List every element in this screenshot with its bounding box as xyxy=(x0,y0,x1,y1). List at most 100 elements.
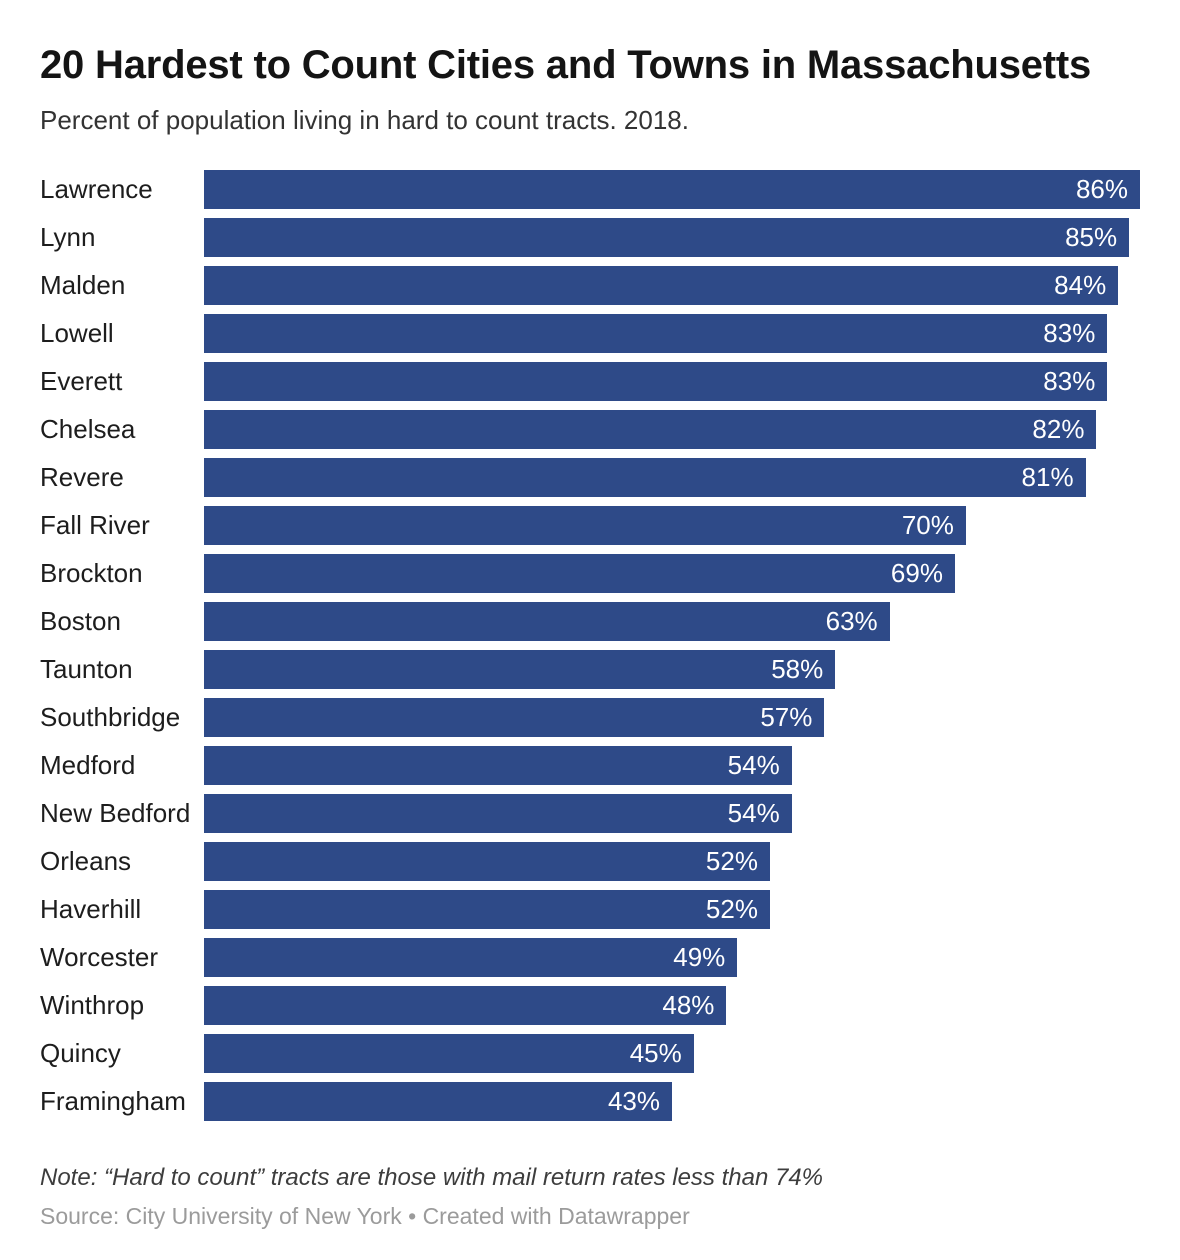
bar: 45% xyxy=(204,1033,694,1073)
bar-track: 48% xyxy=(204,985,1140,1025)
bar-track: 63% xyxy=(204,601,1140,641)
bar-track: 83% xyxy=(204,313,1140,353)
bar-chart: Lawrence 86% Lynn 85% Malden 84% Lowell 83% Ever… xyxy=(40,165,1140,1125)
category-label: Revere xyxy=(40,461,124,492)
chart-row: Chelsea 82% xyxy=(40,405,1140,453)
chart-row: Southbridge 57% xyxy=(40,693,1140,741)
chart-row: Revere 81% xyxy=(40,453,1140,501)
value-label: 49% xyxy=(673,942,726,973)
bar-track: 49% xyxy=(204,937,1140,977)
bar: 84% xyxy=(204,265,1119,305)
chart-note: Note: “Hard to count” tracts are those w… xyxy=(40,1164,824,1192)
bar-track: 52% xyxy=(204,841,1140,881)
bar-track: 70% xyxy=(204,505,1140,545)
category-label: Lynn xyxy=(40,221,96,252)
chart-row: Framingham 43% xyxy=(40,1077,1140,1125)
bar: 83% xyxy=(204,361,1108,401)
value-label: 81% xyxy=(1021,462,1074,493)
category-label: Medford xyxy=(40,749,136,780)
page-title: 20 Hardest to Count Cities and Towns in … xyxy=(40,43,1092,87)
bar: 63% xyxy=(204,601,890,641)
category-label: Fall River xyxy=(40,509,150,540)
chart-row: Winthrop 48% xyxy=(40,981,1140,1029)
chart-row: Orleans 52% xyxy=(40,837,1140,885)
chart-footer: Note: “Hard to count” tracts are those w… xyxy=(40,1162,1140,1232)
bar: 43% xyxy=(204,1081,672,1121)
bar-track: 57% xyxy=(204,697,1140,737)
bar: 57% xyxy=(204,697,825,737)
category-label: Lawrence xyxy=(40,173,153,204)
bar-track: 58% xyxy=(204,649,1140,689)
chart-row: New Bedford 54% xyxy=(40,789,1140,837)
bar: 49% xyxy=(204,937,738,977)
category-label: Taunton xyxy=(40,653,133,684)
category-label: Everett xyxy=(40,365,123,396)
bar: 54% xyxy=(204,745,792,785)
category-label: Quincy xyxy=(40,1037,121,1068)
bar-track: 54% xyxy=(204,745,1140,785)
value-label: 70% xyxy=(901,510,954,541)
category-label: Orleans xyxy=(40,845,132,876)
chart-row: Lawrence 86% xyxy=(40,165,1140,213)
bar: 82% xyxy=(204,409,1097,449)
value-label: 52% xyxy=(705,894,758,925)
bar: 70% xyxy=(204,505,966,545)
value-label: 52% xyxy=(705,846,758,877)
category-label: Malden xyxy=(40,269,126,300)
bar: 85% xyxy=(204,217,1130,257)
value-label: 86% xyxy=(1075,174,1128,205)
value-label: 82% xyxy=(1032,414,1085,445)
chart-row: Boston 63% xyxy=(40,597,1140,645)
category-label: New Bedford xyxy=(40,797,191,828)
value-label: 57% xyxy=(760,702,813,733)
bar: 86% xyxy=(204,169,1140,209)
bar: 69% xyxy=(204,553,955,593)
category-label: Brockton xyxy=(40,557,143,588)
bar-track: 83% xyxy=(204,361,1140,401)
category-label: Boston xyxy=(40,605,121,636)
bar-track: 84% xyxy=(204,265,1140,305)
category-label: Worcester xyxy=(40,941,158,972)
chart-subtitle: Percent of population living in hard to … xyxy=(40,105,689,135)
bar-track: 85% xyxy=(204,217,1140,257)
bar: 83% xyxy=(204,313,1108,353)
chart-row: Haverhill 52% xyxy=(40,885,1140,933)
chart-row: Lowell 83% xyxy=(40,309,1140,357)
chart-row: Malden 84% xyxy=(40,261,1140,309)
category-label: Southbridge xyxy=(40,701,181,732)
chart-row: Brockton 69% xyxy=(40,549,1140,597)
category-label: Winthrop xyxy=(40,989,145,1020)
chart-row: Everett 83% xyxy=(40,357,1140,405)
value-label: 85% xyxy=(1065,222,1118,253)
bar: 81% xyxy=(204,457,1086,497)
bar-track: 52% xyxy=(204,889,1140,929)
value-label: 83% xyxy=(1043,318,1096,349)
chart-row: Taunton 58% xyxy=(40,645,1140,693)
category-label: Chelsea xyxy=(40,413,136,444)
chart-row: Quincy 45% xyxy=(40,1029,1140,1077)
bar: 52% xyxy=(204,841,770,881)
value-label: 43% xyxy=(607,1086,660,1117)
bar: 48% xyxy=(204,985,727,1025)
bar-track: 86% xyxy=(204,169,1140,209)
bar-track: 43% xyxy=(204,1081,1140,1121)
value-label: 48% xyxy=(662,990,715,1021)
bar-track: 81% xyxy=(204,457,1140,497)
chart-row: Worcester 49% xyxy=(40,933,1140,981)
chart-row: Lynn 85% xyxy=(40,213,1140,261)
chart-source: Source: City University of New York • Cr… xyxy=(40,1203,690,1230)
bar: 52% xyxy=(204,889,770,929)
chart-row: Medford 54% xyxy=(40,741,1140,789)
bar-track: 82% xyxy=(204,409,1140,449)
value-label: 83% xyxy=(1043,366,1096,397)
chart-container: 20 Hardest to Count Cities and Towns in … xyxy=(40,43,1140,1232)
category-label: Haverhill xyxy=(40,893,142,924)
category-label: Lowell xyxy=(40,317,114,348)
bar-track: 69% xyxy=(204,553,1140,593)
bar-track: 45% xyxy=(204,1033,1140,1073)
value-label: 84% xyxy=(1054,270,1107,301)
chart-row: Fall River 70% xyxy=(40,501,1140,549)
value-label: 54% xyxy=(727,750,780,781)
value-label: 45% xyxy=(629,1038,682,1069)
value-label: 54% xyxy=(727,798,780,829)
